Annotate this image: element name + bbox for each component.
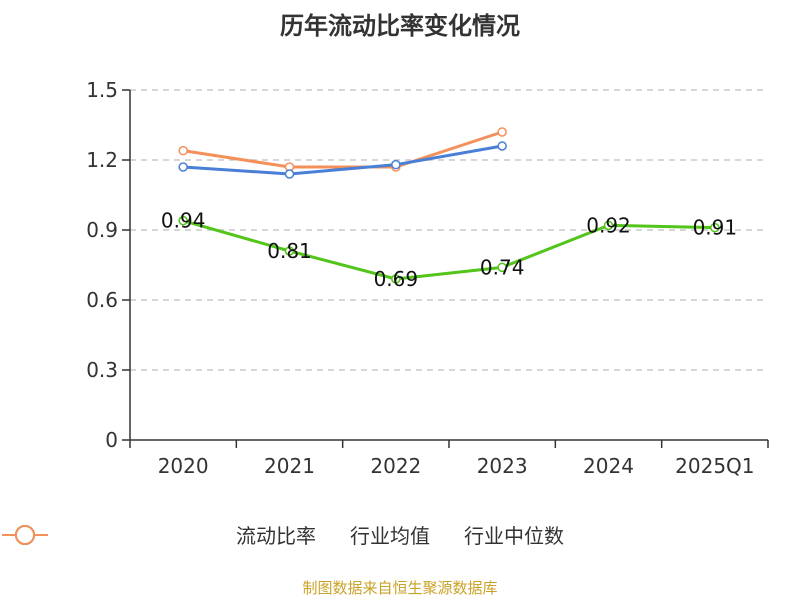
y-tick-label: 0 [105,428,118,452]
data-point [178,162,188,172]
legend-item-industry-mean[interactable]: 行业均值 [2,520,430,549]
legend-label-industry-mean: 行业均值 [350,524,430,548]
data-point [603,220,614,231]
legend-label-current-ratio: 流动比率 [236,524,316,548]
x-tick-label: 2023 [477,454,528,478]
data-label: 0.81 [267,239,312,263]
legend-label-industry-median: 行业中位数 [464,524,564,548]
data-point [178,215,188,226]
data-point [497,262,507,273]
data-point [710,222,720,233]
x-tick-label: 2025Q1 [675,454,754,478]
legend-item-current-ratio[interactable]: 流动比率 [2,520,316,549]
x-tick-label: 2022 [370,454,421,478]
data-source-note: 制图数据来自恒生聚源数据库 [302,579,498,597]
data-point [391,274,401,284]
data-label: 0.94 [161,209,206,233]
data-point [497,127,507,137]
data-label: 0.69 [374,267,419,291]
series-line [183,144,503,176]
data-point [178,145,188,156]
data-point [391,159,401,170]
y-tick-label: 0.9 [86,218,118,242]
series-line [182,130,503,169]
y-tick-label: 1.2 [86,148,118,172]
data-point [284,169,295,179]
data-label: 0.92 [586,213,631,237]
x-tick-label: 2024 [583,454,634,478]
data-label: 0.91 [693,216,738,240]
y-tick-label: 0.3 [86,358,118,382]
x-tick-label: 2020 [158,454,209,478]
data-label: 0.74 [480,255,525,279]
legend-line-icon-orange [2,525,48,545]
data-point [497,141,507,151]
y-tick-label: 0.6 [86,288,118,312]
x-tick-label: 2021 [264,454,315,478]
legend-item-industry-median[interactable]: 行业中位数 [2,520,564,549]
legend: 流动比率 行业均值 行业中位数 [0,520,800,549]
y-tick-label: 1.5 [86,78,118,102]
chart-title: 历年流动比率变化情况 [280,12,520,40]
series-line [182,219,715,281]
data-point [284,246,295,256]
